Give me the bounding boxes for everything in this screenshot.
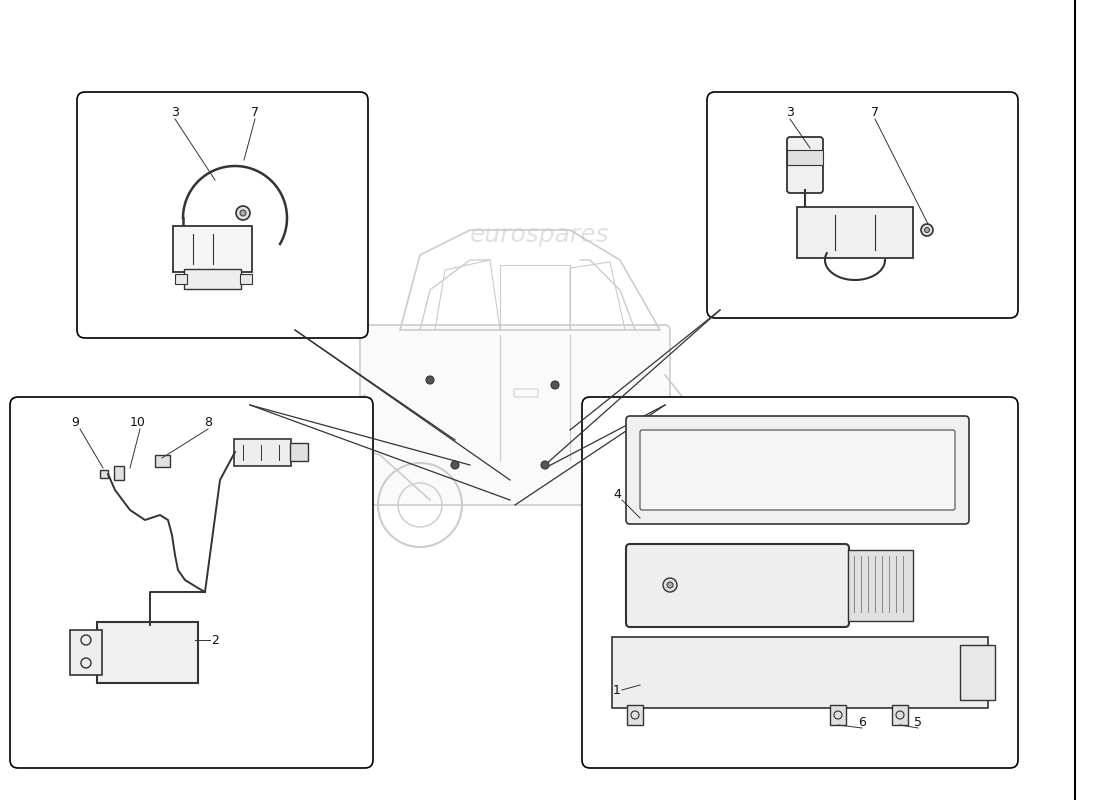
Circle shape — [924, 227, 930, 233]
FancyBboxPatch shape — [514, 389, 538, 397]
Text: eurospares: eurospares — [100, 598, 240, 622]
Circle shape — [236, 206, 250, 220]
Text: 7: 7 — [251, 106, 258, 119]
FancyBboxPatch shape — [10, 397, 373, 768]
FancyBboxPatch shape — [97, 622, 198, 683]
Text: 1: 1 — [613, 683, 620, 697]
FancyBboxPatch shape — [155, 455, 170, 467]
Circle shape — [921, 224, 933, 236]
FancyBboxPatch shape — [175, 274, 187, 284]
FancyBboxPatch shape — [707, 92, 1018, 318]
FancyBboxPatch shape — [173, 226, 252, 272]
Text: 2: 2 — [211, 634, 219, 646]
FancyBboxPatch shape — [626, 544, 849, 627]
FancyBboxPatch shape — [612, 637, 988, 708]
FancyBboxPatch shape — [640, 430, 955, 510]
Circle shape — [426, 376, 434, 384]
FancyBboxPatch shape — [786, 137, 823, 193]
Circle shape — [541, 461, 549, 469]
Text: 8: 8 — [204, 417, 212, 430]
Text: eurospares: eurospares — [470, 223, 609, 247]
FancyBboxPatch shape — [848, 550, 913, 621]
FancyBboxPatch shape — [290, 443, 308, 461]
Circle shape — [663, 578, 676, 592]
Text: 5: 5 — [914, 715, 922, 729]
FancyBboxPatch shape — [114, 466, 124, 480]
Text: eurospares: eurospares — [481, 378, 619, 402]
FancyBboxPatch shape — [234, 439, 292, 466]
FancyBboxPatch shape — [100, 470, 108, 478]
FancyBboxPatch shape — [960, 645, 996, 700]
Text: 3: 3 — [172, 106, 179, 119]
Text: 9: 9 — [72, 417, 79, 430]
FancyBboxPatch shape — [77, 92, 368, 338]
FancyBboxPatch shape — [240, 274, 252, 284]
FancyBboxPatch shape — [184, 269, 241, 289]
FancyBboxPatch shape — [830, 705, 846, 725]
FancyBboxPatch shape — [582, 397, 1018, 768]
FancyBboxPatch shape — [627, 705, 644, 725]
FancyBboxPatch shape — [892, 705, 907, 725]
Text: eurospares: eurospares — [750, 203, 890, 227]
Text: 4: 4 — [613, 489, 620, 502]
FancyBboxPatch shape — [798, 207, 913, 258]
Text: 7: 7 — [871, 106, 879, 119]
Text: 3: 3 — [786, 106, 794, 119]
Text: eurospares: eurospares — [125, 223, 265, 247]
Text: 10: 10 — [130, 417, 146, 430]
Circle shape — [240, 210, 246, 216]
Text: eurospares: eurospares — [720, 598, 860, 622]
FancyBboxPatch shape — [70, 630, 102, 675]
Circle shape — [667, 582, 673, 588]
FancyBboxPatch shape — [360, 325, 670, 505]
FancyBboxPatch shape — [626, 416, 969, 524]
Circle shape — [551, 381, 559, 389]
Text: 6: 6 — [858, 715, 866, 729]
Circle shape — [451, 461, 459, 469]
FancyBboxPatch shape — [786, 150, 823, 165]
